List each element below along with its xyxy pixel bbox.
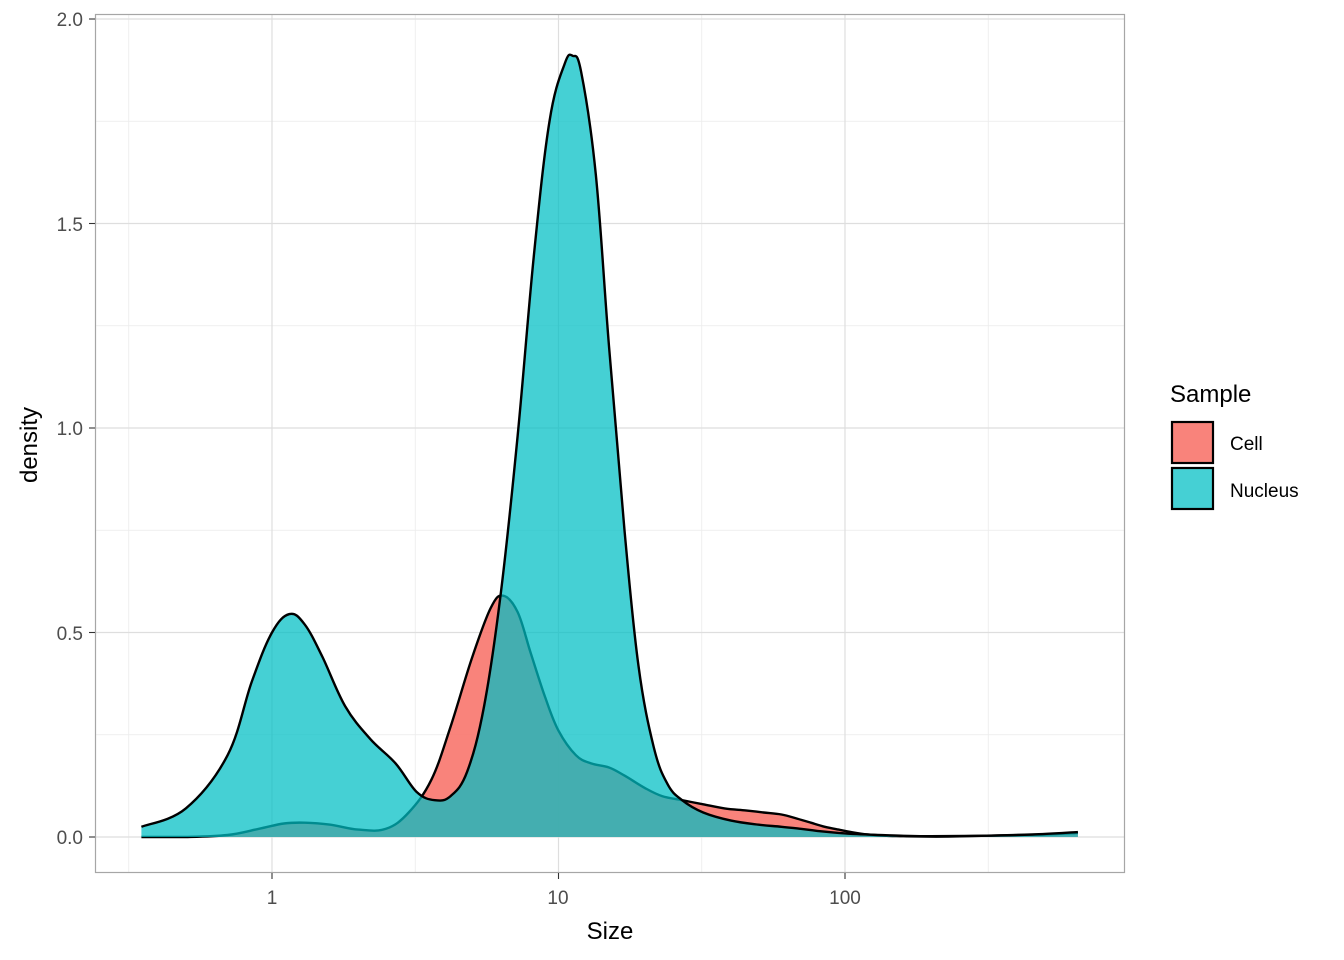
x-tick-label: 1 — [267, 888, 278, 909]
legend-key-cell — [1170, 420, 1215, 465]
y-tick-label: 0.5 — [57, 624, 83, 645]
panel-border — [94, 13, 1126, 874]
y-tick-label: 1.0 — [57, 419, 83, 440]
legend: Sample Cell Nucleus — [1170, 381, 1299, 511]
x-axis-tick-labels: 1 10 100 — [267, 888, 861, 909]
nucleus-density-outline — [140, 53, 1078, 838]
legend-label-nucleus: Nucleus — [1230, 481, 1299, 502]
y-axis-title: density — [16, 407, 43, 483]
x-tick-label: 10 — [547, 888, 568, 909]
axis-ticks — [89, 18, 846, 879]
density-areas — [140, 53, 1078, 839]
legend-key-nucleus — [1170, 466, 1215, 511]
x-tick-label: 100 — [829, 888, 861, 909]
x-axis-title: Size — [587, 918, 634, 945]
legend-label-cell: Cell — [1230, 434, 1263, 455]
legend-title: Sample — [1170, 381, 1251, 408]
y-tick-label: 2.0 — [57, 10, 83, 31]
y-tick-label: 0.0 — [57, 828, 83, 849]
y-tick-label: 1.5 — [57, 215, 83, 236]
y-axis-tick-labels: 0.0 0.5 1.0 1.5 2.0 — [57, 10, 83, 849]
nucleus-density-area — [141, 54, 1078, 837]
